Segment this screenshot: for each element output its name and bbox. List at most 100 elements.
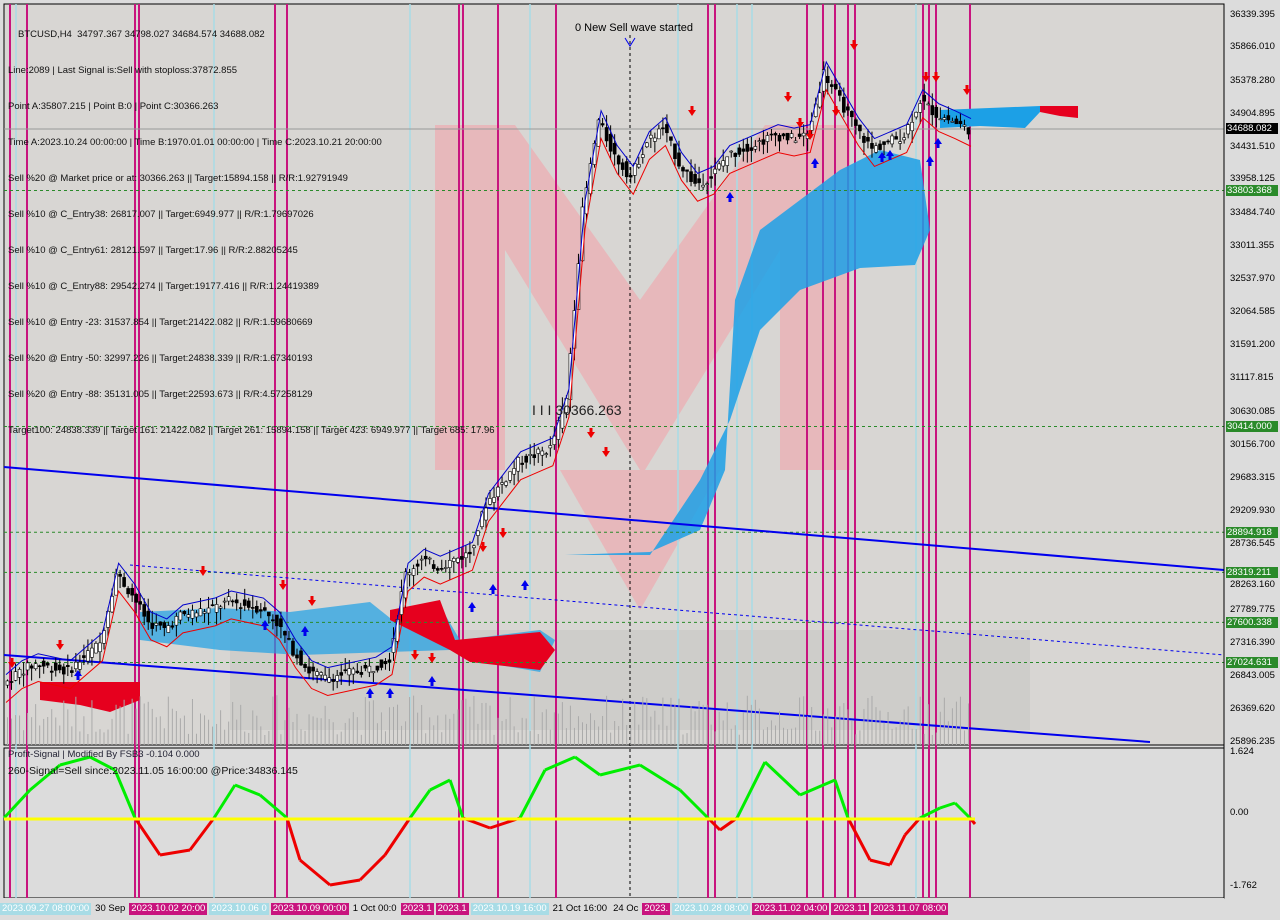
- price-tick-label: 25896.235: [1230, 735, 1275, 747]
- time-axis-labels: 2023.09.27 08:00:00 30 Sep 2023.10.02 20:0…: [0, 903, 1224, 915]
- oscillator-segment: [919, 806, 941, 820]
- candle-body: [295, 654, 299, 659]
- candle-body: [749, 147, 754, 151]
- buy-arrow-icon: [926, 156, 934, 166]
- oscillator-segment: [429, 778, 451, 792]
- candle-body: [110, 595, 114, 613]
- sell-arrow-icon: [279, 580, 287, 590]
- oscillator-segment: [846, 817, 872, 861]
- time-tick-label: 2023.10.28 08:00: [672, 903, 751, 915]
- candle-body: [158, 621, 163, 626]
- candle-body: [299, 650, 303, 666]
- oscillator-segment: [678, 788, 710, 820]
- candle-body: [250, 607, 255, 609]
- candle-body: [946, 115, 951, 121]
- info-line: Sell %10 @ C_Entry38: 26817.007 || Targe…: [8, 209, 314, 220]
- candle-body: [435, 568, 440, 571]
- sell-arrow-icon: [56, 640, 64, 650]
- candle-body: [628, 175, 633, 178]
- candle-body: [267, 611, 271, 617]
- sell-arrow-icon: [479, 542, 487, 552]
- candle-body: [954, 118, 959, 125]
- candle-body: [367, 665, 372, 673]
- oscillator-segment: [358, 853, 387, 882]
- candle-body: [902, 137, 906, 141]
- info-line: Point A:35807.215 | Point B:0 | Point C:…: [8, 101, 219, 112]
- candle-body: [263, 607, 267, 611]
- candle-body: [636, 164, 641, 168]
- time-tick-label: 2023.09.27 08:00:00: [0, 903, 92, 915]
- candle-body: [363, 664, 368, 669]
- candle-body: [106, 610, 110, 628]
- candle-body: [379, 659, 384, 668]
- price-tick-label: 30630.085: [1230, 405, 1275, 417]
- time-tick-label: 2023.10.09 00:00: [270, 903, 349, 915]
- candle-body: [894, 136, 898, 140]
- trendline-lower: [3, 654, 1151, 743]
- ichimoku-cloud-bearish: [1040, 106, 1078, 118]
- candle-body: [508, 471, 512, 481]
- candle-body: [797, 133, 802, 137]
- price-tick-label: 32064.585: [1230, 306, 1275, 318]
- time-tick-label: 2023.1: [435, 903, 469, 915]
- price-tick-label: 30156.700: [1230, 438, 1275, 450]
- candle-body: [709, 176, 713, 179]
- sell-arrow-icon: [587, 428, 595, 438]
- candle-body: [70, 670, 74, 673]
- candle-body: [226, 596, 231, 602]
- oscillator-segment: [939, 801, 956, 810]
- oscillator-segment: [574, 755, 601, 777]
- candle-body: [496, 486, 500, 497]
- candle-body: [291, 640, 295, 656]
- candle-body: [773, 133, 778, 136]
- candle-body: [178, 611, 183, 621]
- info-line: Time A:2023.10.24 00:00:00 | Time B:1970…: [8, 137, 382, 148]
- candle-body: [833, 83, 838, 90]
- level-price-tag: 33803.368: [1226, 185, 1278, 197]
- candle-body: [162, 622, 167, 628]
- oscillator-segment: [544, 755, 576, 772]
- ichimoku-cloud-bearish: [390, 600, 555, 670]
- oscillator-segment: [408, 789, 432, 819]
- buy-arrow-icon: [366, 688, 374, 698]
- buy-arrow-icon: [934, 138, 942, 148]
- info-line: Target100: 24838.339 || Target 161: 2142…: [8, 425, 495, 436]
- sell-arrow-icon: [832, 106, 840, 116]
- time-tick-label: 2023.10.02 20:00: [129, 903, 208, 915]
- candle-body: [170, 625, 175, 628]
- candle-body: [862, 135, 866, 143]
- indicator-tick-label: 1.624: [1230, 746, 1254, 757]
- candle-body: [194, 612, 199, 618]
- sell-arrow-icon: [8, 658, 16, 668]
- oscillator-segment: [89, 755, 116, 772]
- oscillator-segment: [212, 784, 237, 819]
- price-tick-label: 26369.620: [1230, 702, 1275, 714]
- price-tick-label: 33484.740: [1230, 207, 1275, 219]
- oscillator-segment: [133, 817, 162, 856]
- buy-arrow-icon: [726, 192, 734, 202]
- price-tick-label: 35866.010: [1230, 41, 1275, 53]
- candle-body: [254, 606, 259, 613]
- buy-arrow-icon: [489, 584, 497, 594]
- candle-body: [431, 564, 436, 569]
- candle-body: [222, 600, 227, 603]
- candle-body: [649, 134, 653, 139]
- candle-body: [761, 139, 766, 145]
- candle-body: [950, 120, 955, 123]
- candle-body: [13, 671, 18, 681]
- candle-body: [669, 136, 673, 141]
- candle-body: [271, 619, 275, 622]
- candle-body: [142, 604, 147, 617]
- candle-body: [423, 555, 428, 560]
- signal-info-panel: BTCUSD,H4 34797.367 34798.027 34684.574 …: [8, 5, 495, 449]
- candle-body: [689, 171, 693, 182]
- candle-body: [520, 462, 524, 465]
- candle-body: [697, 178, 701, 184]
- candle-body: [548, 445, 553, 449]
- candle-body: [122, 577, 126, 587]
- oscillator-segment: [639, 763, 681, 792]
- oscillator-segment: [953, 801, 972, 820]
- candle-body: [98, 642, 102, 653]
- oscillator-segment: [799, 778, 836, 797]
